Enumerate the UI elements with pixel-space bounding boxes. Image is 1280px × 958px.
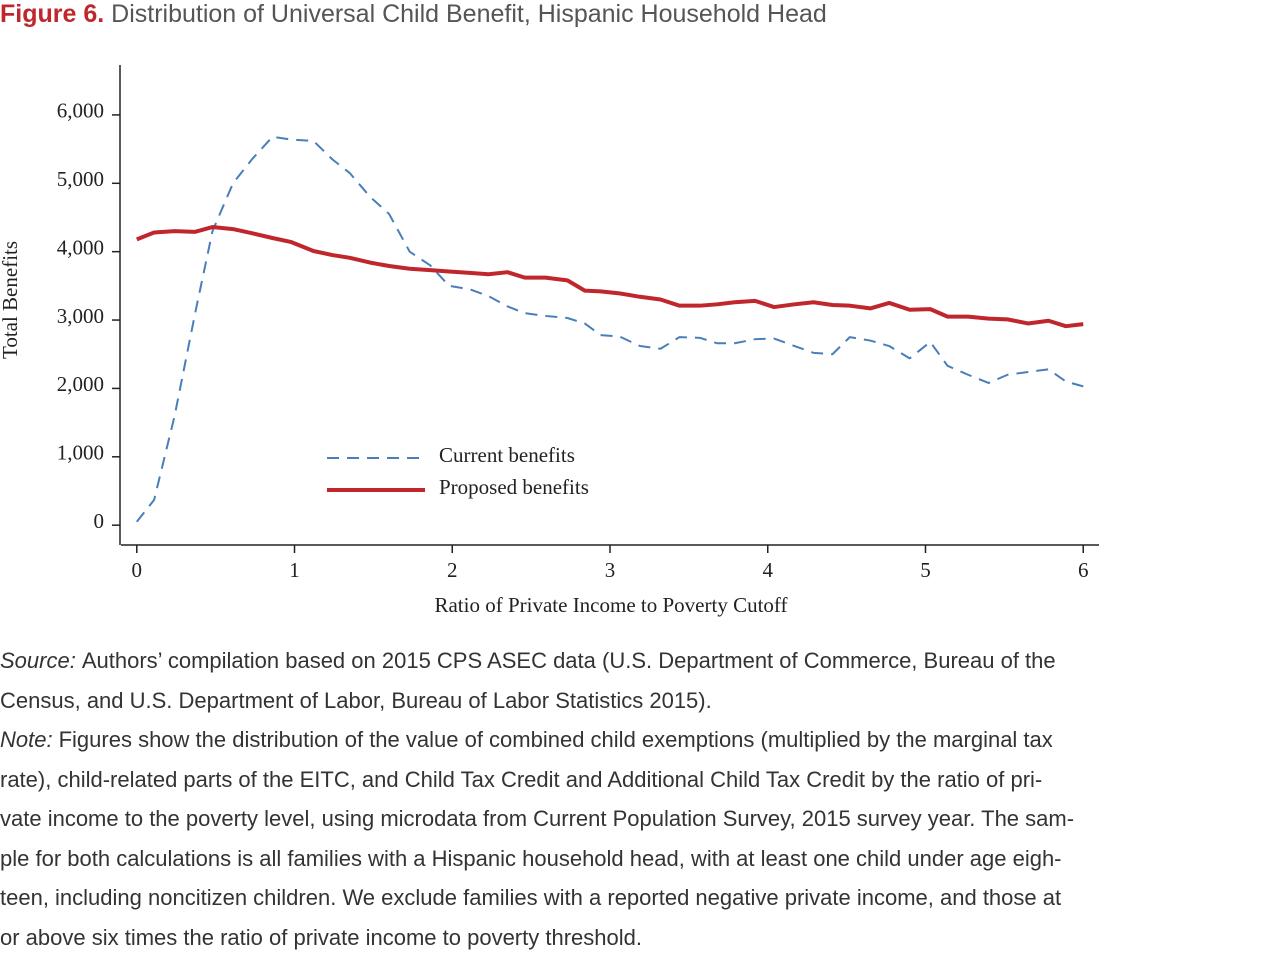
source-line: Census, and U.S. Department of Labor, Bu…	[0, 688, 1280, 714]
note-text: rate), child-related parts of the EITC, …	[0, 766, 1043, 792]
series-line	[136, 225, 1084, 329]
figure-label: Figure 6.	[0, 0, 105, 28]
note-text: vate income to the poverty level, using …	[0, 806, 1075, 831]
y-tick-label: 0	[94, 509, 105, 533]
figure-title: Figure 6. Distribution of Universal Chil…	[0, 0, 827, 29]
source-line: Source: Authors’ compilation based on 201…	[0, 648, 1280, 674]
x-tick-label: 6	[1078, 558, 1089, 582]
source-text: Authors’ compilation based on 2015 CPS A…	[81, 648, 1056, 673]
x-tick-label: 1	[289, 558, 300, 582]
note-text: Figures show the distribution of the val…	[58, 727, 1053, 752]
x-tick-label: 5	[920, 558, 931, 582]
y-tick-label: 5,000	[57, 167, 104, 191]
note-line: rate), child-related parts of the EITC, …	[0, 767, 1280, 793]
title-text: Distribution of Universal Child Benefit,…	[111, 0, 827, 28]
legend-label: Current benefits	[439, 443, 575, 467]
note-text: or above six times the ratio of private …	[0, 924, 642, 950]
source-text: Census, and U.S. Department of Labor, Bu…	[0, 687, 712, 713]
note-text: ple for both calculations is all familie…	[0, 845, 1062, 871]
x-axis-label: Ratio of Private Income to Poverty Cutof…	[434, 593, 787, 617]
y-tick-label: 6,000	[57, 99, 104, 123]
note-line: vate income to the poverty level, using …	[0, 806, 1280, 832]
chart: 0 1,000 2,000 3,000 4,000 5,000 6,000 0 1 2 3 4 5 6 Ra…	[0, 65, 1099, 617]
y-tick-label: 3,000	[57, 304, 104, 328]
y-tick-label: 4,000	[57, 235, 104, 259]
series-line	[135, 135, 1084, 523]
y-tick-label: 2,000	[57, 372, 104, 396]
x-tick-label: 4	[762, 558, 773, 582]
y-axis-label: Total Benefits	[0, 241, 22, 359]
note-line: teen, including noncitizen children. We …	[0, 885, 1280, 911]
legend-label: Proposed benefits	[439, 475, 589, 499]
note-line: ple for both calculations is all familie…	[0, 846, 1280, 872]
note-line: or above six times the ratio of private …	[0, 925, 1280, 951]
note-text: teen, including noncitizen children. We …	[0, 885, 1062, 910]
note-label: Note:	[0, 727, 53, 752]
y-tick-label: 1,000	[57, 441, 104, 465]
x-tick-label: 2	[447, 558, 458, 582]
x-tick-label: 0	[132, 558, 143, 582]
x-tick-label: 3	[605, 558, 616, 582]
note-line: Note: Figures show the distribution of th…	[0, 727, 1280, 753]
source-label: Source:	[0, 648, 76, 673]
